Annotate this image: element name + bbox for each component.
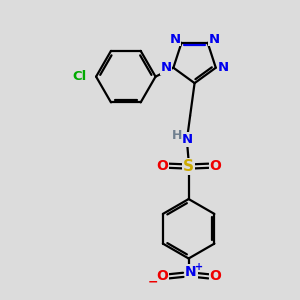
Text: N: N xyxy=(218,61,229,74)
Text: O: O xyxy=(156,159,168,173)
Text: N: N xyxy=(160,61,172,74)
Text: N: N xyxy=(169,33,181,46)
Text: O: O xyxy=(209,159,221,173)
Text: −: − xyxy=(148,276,158,289)
Text: N: N xyxy=(182,133,193,146)
Text: H: H xyxy=(172,129,182,142)
Text: N: N xyxy=(209,33,220,46)
Text: O: O xyxy=(209,269,221,283)
Text: +: + xyxy=(195,262,203,272)
Text: S: S xyxy=(183,159,194,174)
Text: Cl: Cl xyxy=(72,70,86,83)
Text: N: N xyxy=(185,265,197,279)
Text: O: O xyxy=(156,269,168,283)
